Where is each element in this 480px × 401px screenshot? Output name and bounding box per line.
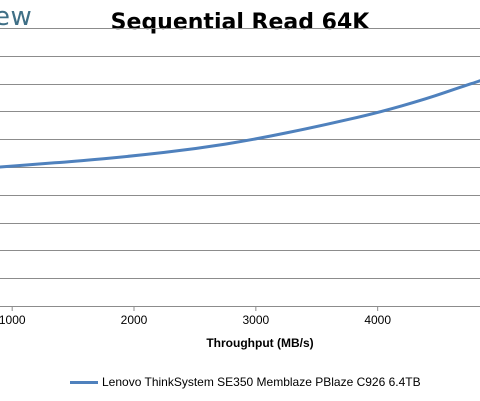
brand-logo-fragment: ew [0, 2, 33, 32]
chart-title: Sequential Read 64K [110, 10, 370, 35]
x-tick-label: 2000 [121, 313, 148, 327]
x-tick-label: 4000 [364, 313, 391, 327]
x-tick-label: 3000 [242, 313, 269, 327]
legend-label: Lenovo ThinkSystem SE350 Memblaze PBlaze… [102, 375, 421, 389]
series-line [0, 79, 480, 169]
x-axis-label: Throughput (MB/s) [206, 336, 314, 350]
x-tick-label: 1000 [0, 313, 26, 327]
legend: Lenovo ThinkSystem SE350 Memblaze PBlaze… [70, 373, 421, 391]
legend-swatch [70, 380, 98, 384]
